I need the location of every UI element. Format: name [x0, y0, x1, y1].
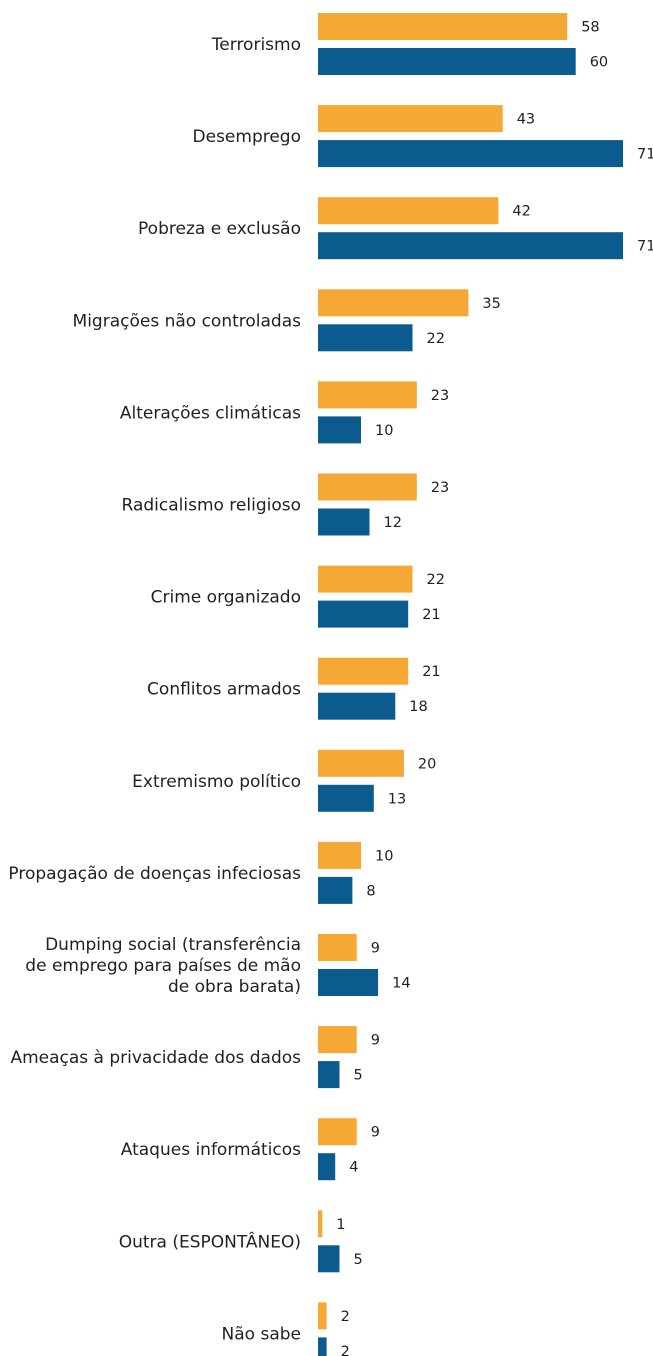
bar-series-2	[318, 784, 374, 812]
value-label: 14	[392, 976, 410, 992]
category-label: Radicalismo religioso	[122, 496, 302, 516]
value-label: 60	[590, 55, 608, 71]
bar-series-1	[318, 749, 404, 777]
category-label: Não sabe	[222, 1324, 301, 1344]
category-label: Crime organizado	[151, 588, 301, 608]
bar-series-1	[318, 1118, 357, 1146]
bar-series-2	[318, 1153, 336, 1181]
category-label: Propagação de doenças infeciosas	[8, 864, 301, 884]
category-label: Desemprego	[193, 127, 301, 147]
bar-series-1	[318, 473, 417, 501]
bar-series-1	[318, 13, 568, 40]
value-label: 10	[375, 848, 393, 864]
value-label: 10	[375, 423, 393, 439]
value-label: 2	[341, 1344, 350, 1356]
bar-series-2	[318, 416, 361, 444]
value-label: 4	[349, 1160, 358, 1176]
bar-series-1	[318, 657, 409, 685]
value-label: 9	[371, 1033, 380, 1049]
category-label: Conflitos armados	[147, 680, 301, 700]
bar-series-1	[318, 934, 357, 961]
bar-series-1	[318, 381, 417, 409]
bar-series-1	[318, 105, 503, 133]
category-label: Migrações não controladas	[73, 311, 302, 331]
value-label: 58	[581, 20, 599, 36]
value-label: 18	[409, 699, 427, 715]
category-label: Extremismo político	[132, 772, 301, 792]
value-label: 8	[366, 883, 375, 899]
value-label: 21	[422, 664, 440, 680]
bar-series-1	[318, 841, 361, 869]
category-label: Dumping social (transferência de emprego …	[25, 935, 301, 997]
bar-series-2	[318, 1061, 340, 1089]
value-label: 23	[431, 480, 449, 496]
value-label: 22	[427, 331, 445, 347]
bar-series-1	[318, 1302, 327, 1330]
bar-series-1	[318, 1026, 357, 1054]
bar-series-1	[318, 565, 413, 593]
value-label: 9	[371, 1125, 380, 1141]
value-label: 12	[384, 515, 402, 531]
bar-series-2	[318, 508, 370, 536]
value-label: 21	[422, 607, 440, 623]
value-label: 13	[388, 791, 406, 807]
category-label: Pobreza e exclusão	[138, 219, 301, 239]
bar-series-2	[318, 692, 396, 720]
bar-series-1	[318, 1210, 323, 1238]
value-label: 5	[354, 1252, 363, 1268]
category-label: Alterações climáticas	[120, 403, 301, 423]
bar-series-2	[318, 1245, 340, 1273]
bar-series-2	[318, 48, 576, 75]
value-label: 5	[354, 1068, 363, 1084]
category-label: Outra (ESPONTÂNEO)	[119, 1230, 301, 1252]
bar-series-2	[318, 232, 623, 260]
category-label: Ameaças à privacidade dos dados	[10, 1048, 301, 1068]
value-label: 2	[341, 1309, 350, 1325]
category-label: Terrorismo	[211, 35, 301, 55]
bar-series-2	[318, 324, 413, 352]
value-label: 1	[336, 1217, 345, 1233]
value-label: 71	[637, 147, 653, 163]
category-label: Ataques informáticos	[121, 1140, 301, 1160]
value-label: 23	[431, 388, 449, 404]
value-label: 43	[517, 112, 535, 128]
value-label: 35	[482, 296, 500, 312]
value-label: 22	[427, 572, 445, 588]
bar-series-2	[318, 140, 623, 168]
value-label: 20	[418, 756, 436, 772]
value-label: 42	[512, 204, 530, 220]
value-label: 71	[637, 239, 653, 255]
bar-series-2	[318, 600, 409, 628]
bar-series-1	[318, 289, 469, 317]
bar-series-1	[318, 197, 499, 225]
value-label: 9	[371, 941, 380, 957]
bar-series-2	[318, 969, 379, 996]
bar-series-2	[318, 1337, 327, 1356]
bar-series-2	[318, 876, 353, 904]
